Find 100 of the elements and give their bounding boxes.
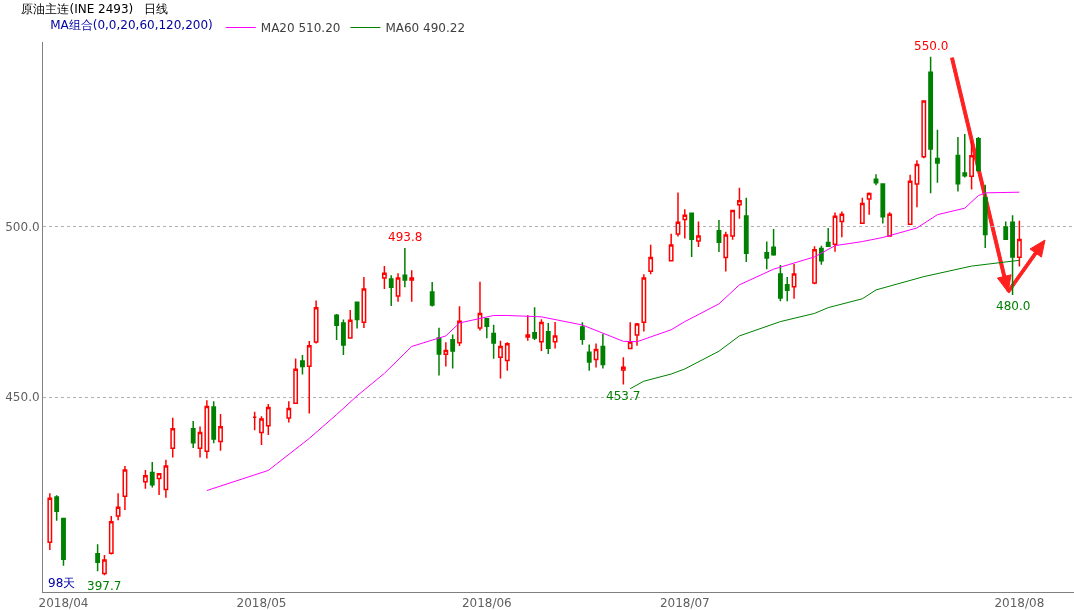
candlestick xyxy=(149,461,155,489)
candlestick xyxy=(935,129,940,184)
annotation: 397.7 xyxy=(87,579,122,593)
candlestick xyxy=(675,191,681,238)
candlestick xyxy=(723,230,729,273)
x-tick-label: 2018/04 xyxy=(38,596,89,610)
candlestick xyxy=(409,269,415,303)
candlestick xyxy=(381,265,387,290)
x-tick-label: 2018/07 xyxy=(659,596,710,610)
candlestick xyxy=(477,281,483,332)
annotation: 550.0 xyxy=(914,39,949,53)
candlestick xyxy=(791,263,797,300)
candlestick xyxy=(873,173,879,187)
legend-label: MA60 490.22 xyxy=(385,21,466,36)
candlestick xyxy=(914,159,920,208)
candlestick xyxy=(771,228,776,257)
x-tick-label: 2018/08 xyxy=(994,596,1045,610)
candlestick xyxy=(716,219,722,253)
candlestick xyxy=(450,333,456,370)
candlestick xyxy=(504,341,510,372)
candlestick xyxy=(293,357,299,405)
candlestick xyxy=(887,211,893,237)
candlestick xyxy=(839,210,845,238)
annotation: 493.8 xyxy=(388,230,423,244)
candlestick xyxy=(1003,220,1009,240)
candlestick xyxy=(170,416,176,459)
candlestick xyxy=(286,400,292,424)
candlestick xyxy=(259,415,264,446)
candlestick xyxy=(532,306,538,341)
candlestick xyxy=(354,301,360,330)
candlestick xyxy=(142,469,148,490)
candlestick xyxy=(696,220,701,248)
candlestick xyxy=(955,136,961,193)
candlestick xyxy=(552,321,558,350)
candlestick xyxy=(620,356,626,386)
candlestick xyxy=(347,309,353,339)
annotation: 480.0 xyxy=(996,299,1031,313)
candlestick xyxy=(211,400,217,444)
candlestick xyxy=(122,465,128,511)
candlestick xyxy=(204,399,210,460)
x-tick-label: 2018/06 xyxy=(461,596,512,610)
candlestick xyxy=(812,245,817,285)
candlestick xyxy=(341,318,346,356)
candlestick xyxy=(484,318,490,340)
candlestick xyxy=(61,517,66,567)
annotation: 98天 xyxy=(48,576,76,590)
candlestick xyxy=(1016,220,1022,268)
candlestick xyxy=(306,340,312,415)
candlestick xyxy=(648,243,654,276)
candlestick xyxy=(825,227,831,248)
candlestick xyxy=(764,240,770,270)
candlestick xyxy=(928,55,934,194)
candlestick xyxy=(388,274,394,307)
candlestick xyxy=(859,196,865,224)
y-tick-label: 500.0 xyxy=(5,220,40,235)
candlestick xyxy=(907,174,913,225)
candlestick xyxy=(593,342,599,369)
candlestick xyxy=(689,211,695,258)
candlestick xyxy=(313,299,319,345)
candlestick xyxy=(682,208,688,240)
chart-subtitle: 日线 xyxy=(144,2,168,16)
chart-title: 原油主连(INE 2493) xyxy=(21,1,134,16)
candlestick xyxy=(395,272,401,303)
candlestick xyxy=(436,326,442,377)
annotation: 453.7 xyxy=(606,389,641,403)
candlestick xyxy=(491,323,497,360)
legend-title: MA组合(0,0,20,60,120,200) xyxy=(50,17,213,32)
candlestick xyxy=(252,411,258,431)
candlestick xyxy=(402,247,408,288)
candlestick xyxy=(115,492,121,521)
x-tick-label: 2018/05 xyxy=(236,596,287,610)
candlestick xyxy=(539,318,544,352)
candlestick xyxy=(641,273,647,333)
candlestick xyxy=(730,209,736,241)
candlestick xyxy=(743,196,749,263)
candlestick xyxy=(108,515,114,556)
candlestick xyxy=(969,140,975,191)
candlestick xyxy=(443,341,449,368)
candlestick xyxy=(784,276,790,302)
candlestick xyxy=(361,276,367,329)
candlestick xyxy=(737,187,742,220)
candlestick xyxy=(457,305,462,347)
candlestick xyxy=(866,191,872,216)
candlestick xyxy=(54,494,60,522)
candlestick xyxy=(962,133,968,179)
y-tick-label: 450.0 xyxy=(5,390,40,405)
candlestick xyxy=(47,492,53,551)
candlestick xyxy=(586,343,592,372)
candlestick xyxy=(982,183,988,249)
candlestick xyxy=(429,281,435,308)
candlestick xyxy=(190,420,196,449)
candlestick xyxy=(634,322,640,347)
legend-label: MA20 510.20 xyxy=(260,21,341,36)
candlestick xyxy=(218,413,223,452)
candlestick xyxy=(545,322,551,355)
candlestick xyxy=(880,183,886,225)
candlestick xyxy=(525,314,531,342)
candlestick xyxy=(265,403,271,436)
candlestick xyxy=(95,543,101,572)
candlestick xyxy=(777,264,783,302)
